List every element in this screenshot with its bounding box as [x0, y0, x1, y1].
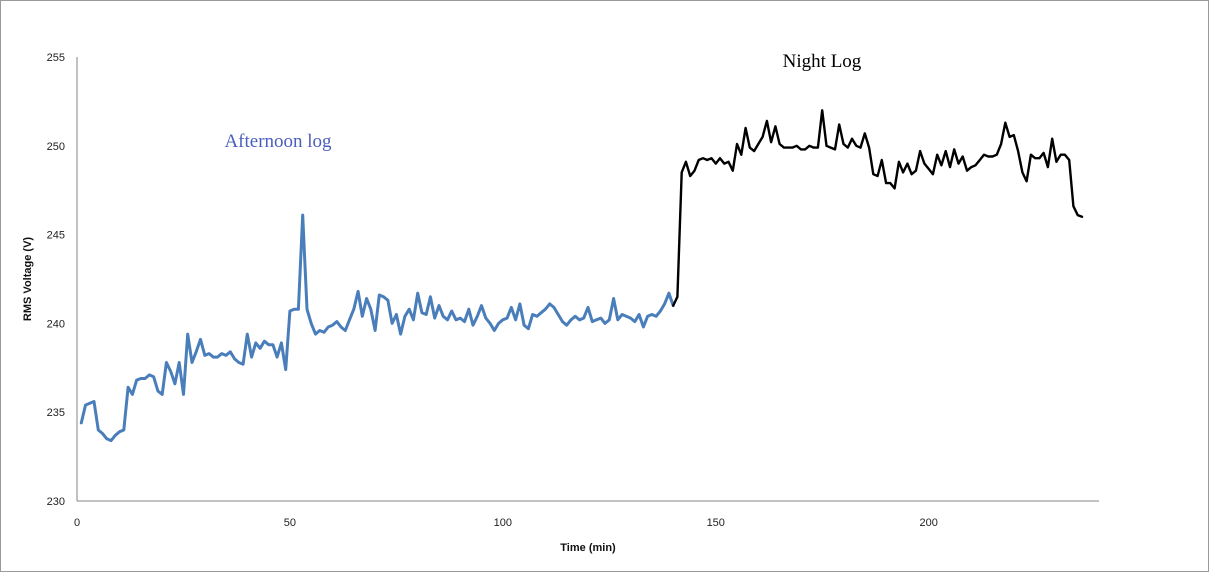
series-line-night [672, 109, 1084, 307]
tick-labels: 230 235 240 245 250 255 0 50 100 150 200 [47, 52, 938, 529]
axes [76, 57, 1099, 502]
x-tick-label: 200 [919, 517, 937, 529]
y-tick-label: 245 [47, 230, 65, 242]
annotation-afternoon-log: Afternoon log [224, 131, 332, 152]
y-tick-label: 240 [47, 318, 65, 330]
y-tick-label: 230 [47, 496, 65, 508]
annotation-night-log: Night Log [783, 51, 862, 72]
x-tick-label: 50 [284, 517, 296, 529]
y-tick-label: 255 [47, 52, 65, 64]
y-tick-label: 235 [47, 407, 65, 419]
y-axis-title: RMS Voltage (V) [22, 237, 34, 321]
x-tick-label: 150 [707, 517, 725, 529]
x-tick-label: 0 [74, 517, 80, 529]
x-axis-title: Time (min) [560, 542, 616, 554]
series-line-afternoon [79, 213, 675, 443]
chart-frame [0, 0, 1209, 572]
x-tick-label: 100 [494, 517, 512, 529]
y-tick-label: 250 [47, 141, 65, 153]
series-lines [79, 109, 1084, 443]
